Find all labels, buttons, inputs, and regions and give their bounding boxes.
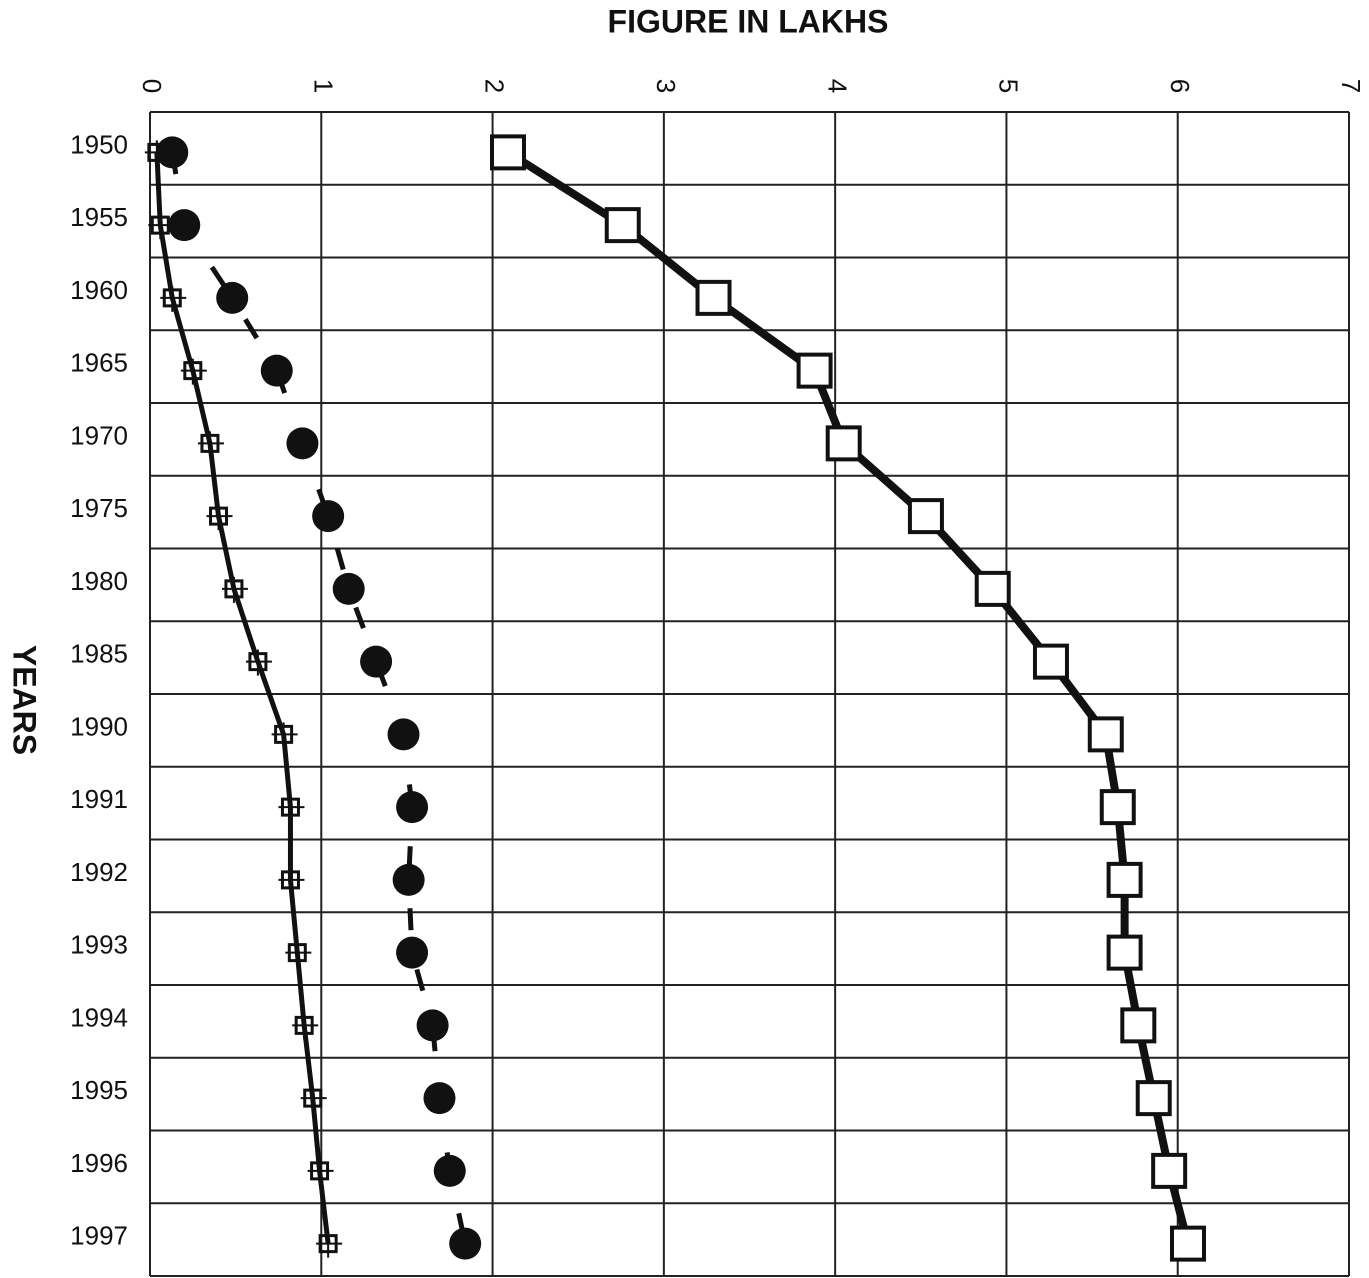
marker	[1135, 1080, 1172, 1117]
marker	[974, 570, 1011, 607]
marker	[489, 134, 526, 171]
y-tick-label: 1960	[70, 275, 128, 305]
marker	[307, 1158, 334, 1185]
marker	[396, 791, 429, 824]
marker	[1087, 716, 1124, 753]
marker	[449, 1227, 482, 1260]
marker	[197, 431, 224, 458]
marker	[1120, 1007, 1157, 1044]
marker	[180, 358, 207, 385]
marker	[1151, 1152, 1188, 1189]
y-tick-label: 1980	[70, 566, 128, 596]
series	[156, 136, 482, 1260]
marker-cross	[285, 940, 312, 967]
marker	[278, 867, 305, 894]
y-tick-label: 1985	[70, 639, 128, 669]
chart-title: FIGURE IN LAKHS	[608, 3, 889, 39]
y-tick-label: 1995	[70, 1075, 128, 1105]
y-tick-label: 1994	[70, 1002, 128, 1032]
marker	[285, 940, 312, 967]
marker-cross	[278, 867, 305, 894]
marker	[796, 352, 833, 389]
marker	[392, 863, 425, 896]
x-tick-label: 4	[822, 79, 852, 93]
marker	[332, 572, 365, 605]
y-tick-label: 1997	[70, 1221, 128, 1251]
y-tick-label: 1992	[70, 857, 128, 887]
series-line	[505, 148, 1192, 1245]
marker-cross	[144, 140, 171, 167]
x-tick-label: 3	[651, 79, 681, 93]
marker-cross	[271, 722, 298, 749]
marker	[1169, 1225, 1206, 1262]
marker-cross	[180, 358, 207, 385]
marker-cross	[292, 1013, 319, 1040]
marker	[1032, 643, 1069, 680]
marker	[206, 504, 233, 531]
y-tick-label: 1990	[70, 711, 128, 741]
marker-cross	[316, 1231, 343, 1258]
x-tick-label: 2	[480, 79, 510, 93]
marker	[695, 279, 732, 316]
marker	[316, 1231, 343, 1258]
marker	[168, 209, 201, 242]
marker-cross	[221, 576, 248, 603]
series-line	[169, 151, 468, 1245]
marker-cross	[197, 431, 224, 458]
series	[489, 134, 1206, 1262]
marker	[907, 498, 944, 535]
marker	[423, 1082, 456, 1115]
marker	[1106, 934, 1143, 971]
marker	[245, 649, 272, 676]
series-line	[154, 152, 331, 1244]
y-tick-label: 1950	[70, 129, 128, 159]
marker	[221, 576, 248, 603]
marker-cross	[307, 1158, 334, 1185]
marker	[260, 354, 293, 387]
x-tick-label: 5	[994, 79, 1024, 93]
x-tick-label: 6	[1165, 79, 1195, 93]
marker	[292, 1013, 319, 1040]
y-tick-label: 1991	[70, 784, 128, 814]
y-tick-label: 1993	[70, 930, 128, 960]
marker-cross	[160, 285, 187, 312]
marker	[1099, 789, 1136, 826]
marker	[278, 795, 305, 822]
marker	[148, 213, 175, 240]
marker	[604, 207, 641, 244]
marker-cross	[245, 649, 272, 676]
marker	[271, 722, 298, 749]
marker-cross	[300, 1086, 327, 1113]
x-tick-label: 1	[308, 79, 338, 93]
x-tick-label: 7	[1336, 79, 1366, 93]
y-tick-label: 1965	[70, 348, 128, 378]
marker	[825, 425, 862, 462]
series	[144, 140, 343, 1258]
y-tick-label: 1955	[70, 202, 128, 232]
marker	[1106, 861, 1143, 898]
y-tick-label: 1996	[70, 1148, 128, 1178]
marker	[433, 1154, 466, 1187]
y-axis-label: YEARS	[7, 645, 43, 755]
y-tick-label: 1975	[70, 493, 128, 523]
marker	[387, 718, 420, 751]
marker	[396, 936, 429, 969]
marker-cross	[278, 795, 305, 822]
x-tick-label: 0	[137, 79, 167, 93]
marker	[416, 1009, 449, 1042]
marker	[312, 500, 345, 533]
marker	[300, 1086, 327, 1113]
y-tick-label: 1970	[70, 420, 128, 450]
marker	[360, 645, 393, 678]
marker	[144, 140, 171, 167]
marker-cross	[206, 504, 233, 531]
marker	[160, 285, 187, 312]
marker-cross	[148, 213, 175, 240]
marker	[286, 427, 319, 460]
marker	[216, 281, 249, 314]
